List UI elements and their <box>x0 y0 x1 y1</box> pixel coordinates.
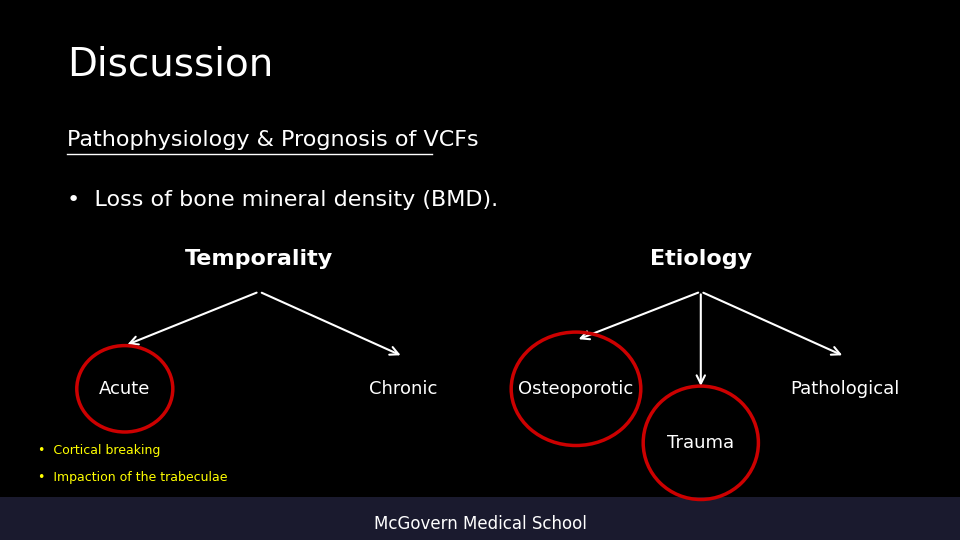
Text: Pathological: Pathological <box>790 380 900 398</box>
Text: Etiology: Etiology <box>650 249 752 269</box>
Text: Pathophysiology & Prognosis of VCFs: Pathophysiology & Prognosis of VCFs <box>67 130 479 151</box>
Text: •  Cortical breaking: • Cortical breaking <box>38 444 160 457</box>
Text: •  Loss of bone mineral density (BMD).: • Loss of bone mineral density (BMD). <box>67 190 498 210</box>
FancyBboxPatch shape <box>0 497 960 540</box>
Text: •  Impaction of the trabeculae: • Impaction of the trabeculae <box>38 471 228 484</box>
Text: Acute: Acute <box>99 380 151 398</box>
Text: Trauma: Trauma <box>667 434 734 452</box>
Text: Discussion: Discussion <box>67 46 274 84</box>
Text: Osteoporotic: Osteoporotic <box>518 380 634 398</box>
Text: Chronic: Chronic <box>369 380 438 398</box>
Text: Temporality: Temporality <box>185 249 333 269</box>
Text: McGovern Medical School: McGovern Medical School <box>373 515 587 533</box>
